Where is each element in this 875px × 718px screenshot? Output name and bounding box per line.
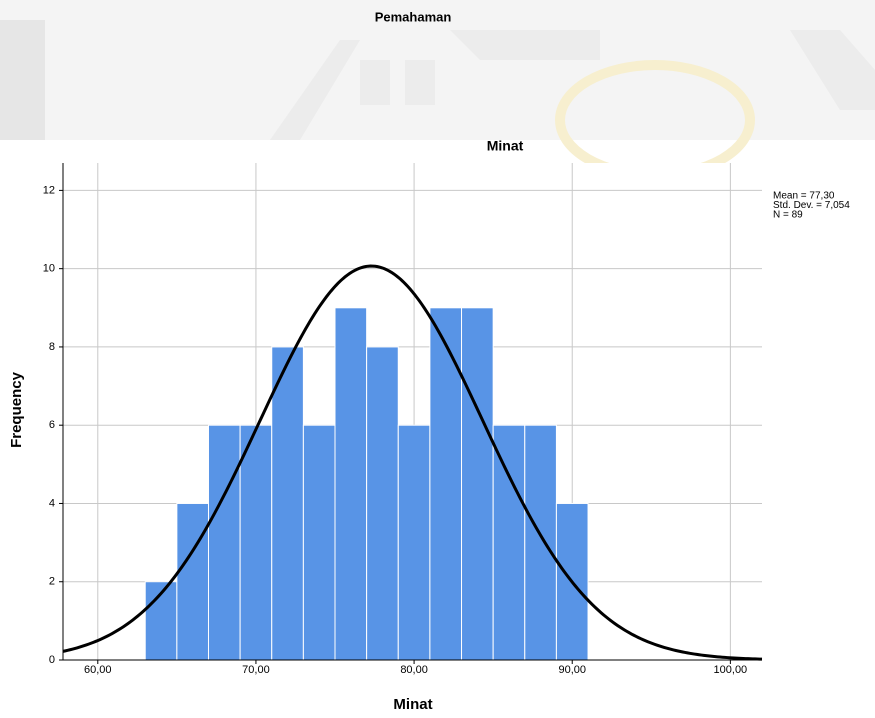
x-axis-label: Minat: [393, 696, 432, 713]
x-tick-label: 70,00: [242, 664, 270, 676]
y-tick-label: 10: [43, 263, 55, 275]
bar: [334, 307, 368, 661]
bar: [492, 424, 526, 661]
bar: [397, 424, 431, 661]
normal-curve: [62, 264, 763, 661]
x-tick-label: 60,00: [84, 664, 112, 676]
stat-label: Mean = 77,30: [773, 191, 835, 202]
y-tick-label: 4: [49, 497, 55, 509]
watermark-shape: [0, 20, 45, 140]
x-tick-label: 80,00: [400, 664, 428, 676]
bar: [239, 424, 273, 661]
watermark-shape: [790, 30, 875, 110]
bar: [461, 307, 494, 661]
y-tick-label: 2: [49, 576, 55, 588]
stat-label: N = 89: [773, 210, 803, 221]
y-tick-label: 12: [43, 184, 55, 196]
x-tick-label: 90,00: [558, 664, 586, 676]
watermark-shape: [270, 40, 360, 140]
bar: [366, 346, 399, 661]
bar: [176, 502, 209, 661]
y-axis-label: Frequency: [8, 371, 25, 448]
y-tick-label: 8: [49, 341, 55, 353]
y-tick-label: 0: [49, 654, 55, 666]
watermark-shape: [405, 60, 435, 105]
watermark-shape: [450, 30, 600, 60]
y-tick-label: 6: [49, 419, 55, 431]
bar: [302, 424, 336, 661]
bar: [207, 424, 241, 661]
stat-label: Std. Dev. = 7,054: [773, 200, 850, 211]
chart-title: Minat: [487, 138, 524, 154]
previous-chart-title: Pemahaman: [375, 9, 452, 24]
bar: [271, 346, 304, 661]
x-tick-label: 100,00: [714, 664, 748, 676]
watermark-shape: [360, 60, 390, 105]
top-background: [0, 0, 875, 140]
bar: [524, 424, 557, 661]
watermark-area: [0, 0, 875, 180]
bar: [429, 307, 463, 661]
